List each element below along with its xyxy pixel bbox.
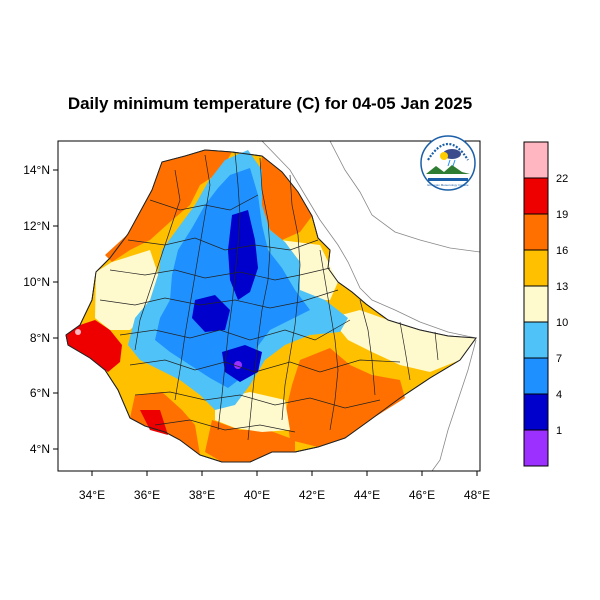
temp-spot-pink <box>75 329 81 335</box>
colorbar-label-1: 1 <box>556 425 562 437</box>
ethiopia-border <box>65 149 477 463</box>
lat-label-10: 10°N <box>23 275 50 289</box>
lat-label-6: 6°N <box>30 386 50 400</box>
colorbar-swatch-0 <box>524 430 548 466</box>
colorbar-swatch-4 <box>524 286 548 322</box>
colorbar-swatch-3 <box>524 322 548 358</box>
temp-zone-darkblue-north <box>228 210 258 300</box>
colorbar-label-4: 4 <box>556 389 562 401</box>
lon-label-38: 38°E <box>189 488 215 502</box>
colorbar-label-10: 10 <box>556 317 568 329</box>
temp-zone-red-southwest <box>140 410 168 435</box>
coastline-red-sea <box>261 141 477 339</box>
colorbar-swatch-7 <box>524 178 548 214</box>
colorbar-swatch-1 <box>524 394 548 430</box>
temp-zone-darkblue-centre <box>192 295 230 332</box>
ethiopian-meteorology-institute-logo: Ethiopian Meteorology Institute <box>420 135 476 191</box>
temp-zone-orange-east <box>286 348 405 447</box>
colorbar-swatch-5 <box>524 250 548 286</box>
lon-label-46: 46°E <box>409 488 435 502</box>
temp-zone-darkblue-south <box>222 345 262 382</box>
colorbar-label-7: 7 <box>556 353 562 365</box>
lon-label-44: 44°E <box>354 488 380 502</box>
plot-frame <box>57 140 481 472</box>
lon-label-42: 42°E <box>299 488 325 502</box>
latitude-axis: 4°N 6°N 8°N 10°N 12°N 14°N <box>23 163 58 456</box>
longitude-axis: 34°E 36°E 38°E 40°E 42°E 44°E 46°E 48°E <box>79 471 490 502</box>
colorbar-swatch-6 <box>524 214 548 250</box>
map-title: Daily minimum temperature (C) for 04-05 … <box>67 94 473 113</box>
lat-label-8: 8°N <box>30 331 50 345</box>
colorbar-label-16: 16 <box>556 245 568 257</box>
admin-boundaries <box>99 151 439 441</box>
coastline-arabia <box>329 141 480 253</box>
lat-label-14: 14°N <box>23 163 50 177</box>
lat-label-12: 12°N <box>23 219 50 233</box>
colorbar-label-13: 13 <box>556 281 568 293</box>
temp-spot-purple <box>234 361 242 369</box>
colorbar-swatch-2 <box>524 358 548 394</box>
colorbar-swatch-8 <box>524 142 548 178</box>
logo-caption: Ethiopian Meteorology Institute <box>427 183 469 187</box>
temp-zone-orange-afar <box>258 156 312 240</box>
lon-label-36: 36°E <box>134 488 160 502</box>
lon-label-34: 34°E <box>79 488 105 502</box>
lat-label-4: 4°N <box>30 442 50 456</box>
lon-label-40: 40°E <box>244 488 270 502</box>
colorbar-label-22: 22 <box>556 173 568 185</box>
colorbar: 1 4 7 10 13 16 19 22 <box>523 141 568 467</box>
coastline-somalia <box>431 339 477 471</box>
lon-label-48: 48°E <box>464 488 490 502</box>
colorbar-label-19: 19 <box>556 209 568 221</box>
